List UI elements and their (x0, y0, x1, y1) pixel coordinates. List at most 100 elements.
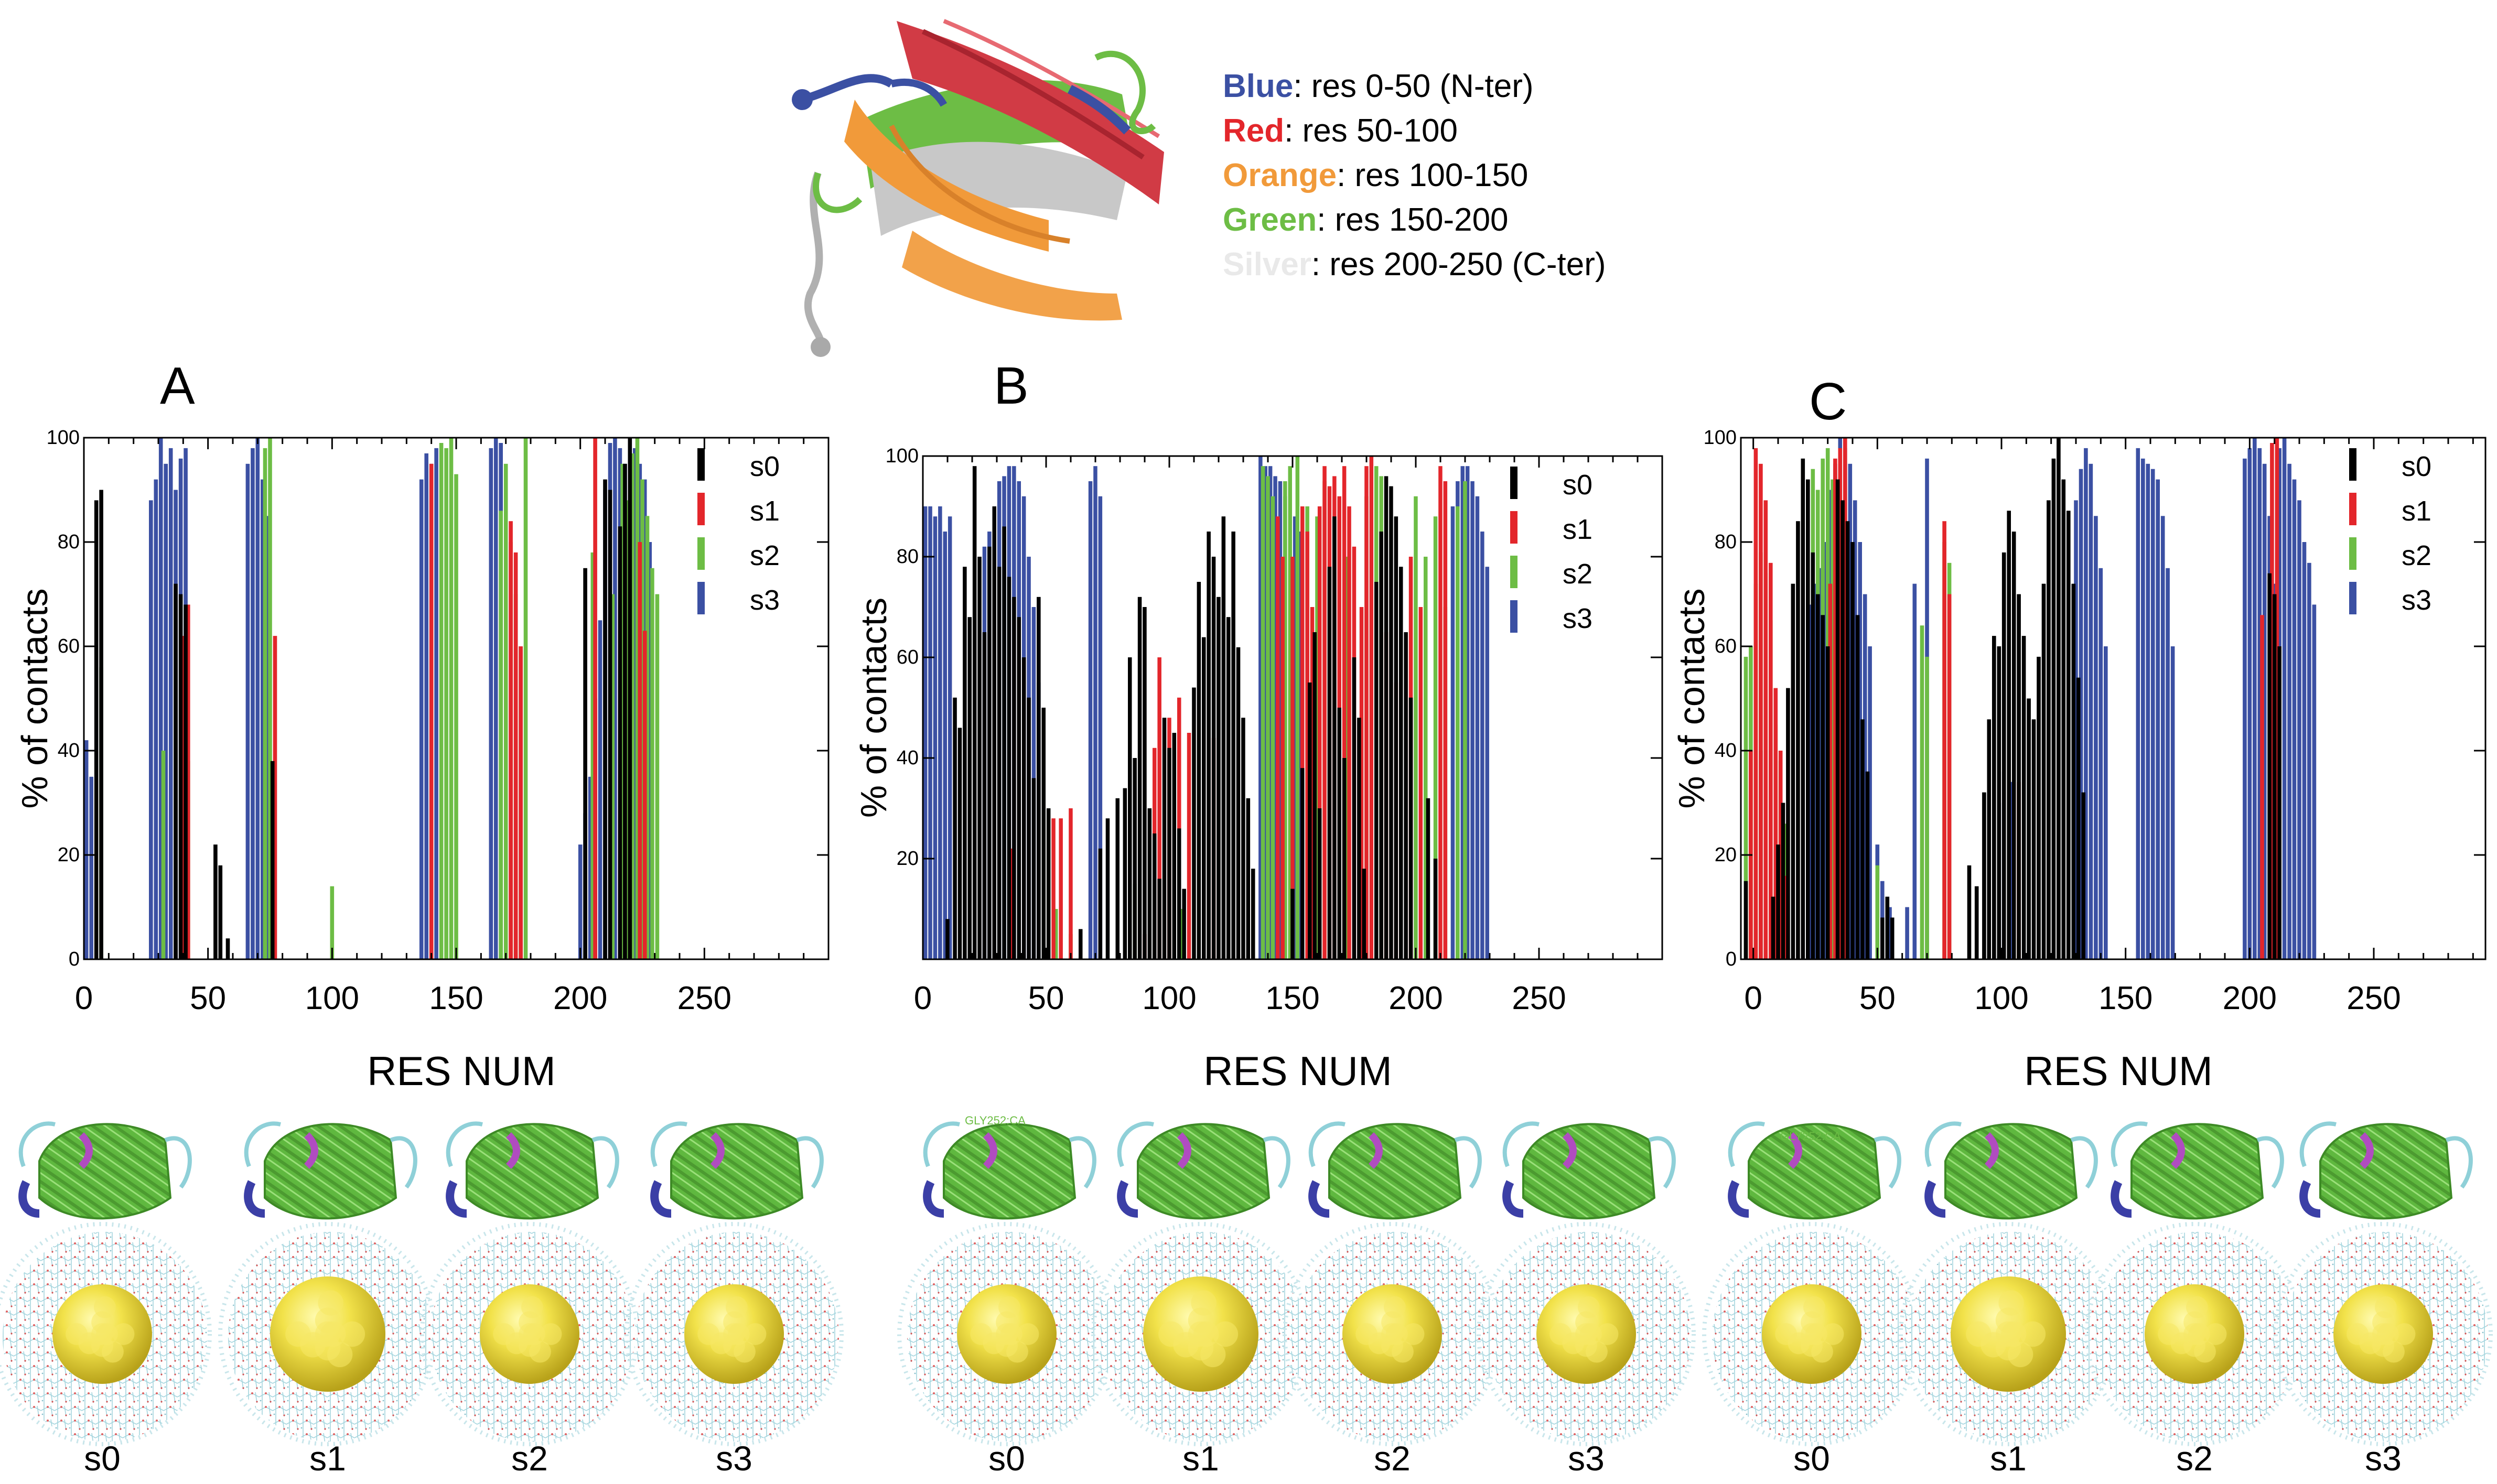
helix-magenta (2170, 1132, 2185, 1169)
micelle-bead (2158, 1323, 2180, 1345)
x-tick-label: 150 (2098, 980, 2152, 1016)
legend-swatch-s3 (697, 582, 705, 614)
bar-s0 (1845, 521, 1850, 959)
bar-s3 (588, 776, 593, 960)
y-tick-label: 40 (897, 747, 919, 769)
bar-s2 (620, 463, 625, 960)
snapshot-label: s2 (511, 1439, 548, 1478)
bar-s1 (1157, 657, 1161, 959)
bar-s3 (2089, 463, 2093, 960)
bar-s0 (1404, 632, 1408, 959)
key-word-green: Green (1223, 202, 1317, 238)
bar-s0 (1079, 929, 1083, 959)
x-tick-label: 200 (553, 980, 607, 1016)
bar-s2 (439, 443, 444, 959)
bar-s3 (434, 448, 438, 959)
bar-s2 (655, 594, 660, 959)
bar-s1 (1947, 594, 1952, 959)
bar-s1 (1290, 557, 1295, 959)
bar-s0 (1128, 657, 1132, 959)
bar-s3 (2170, 646, 2175, 959)
lipid-headgroups (1477, 1222, 1696, 1446)
bar-s1 (1769, 562, 1773, 959)
bar-s1 (1364, 466, 1369, 959)
bar-s1 (1828, 583, 1833, 959)
bar-s0 (1860, 719, 1865, 959)
bar-s3 (2253, 438, 2257, 959)
bar-s3 (1088, 481, 1093, 959)
key-row-red: Red: res 50-100 (1223, 113, 1458, 149)
snapshot-label: s1 (1182, 1439, 1219, 1478)
bar-s0 (2081, 792, 2085, 959)
bar-s3 (1480, 532, 1484, 959)
series-legend: s0 s1 s2 s3 (697, 448, 780, 616)
beta-sheet (38, 1123, 172, 1220)
beta-sheet (264, 1123, 397, 1220)
color-key-legend: Blue: res 0-50 (N-ter) Red: res 50-100 O… (1223, 68, 1606, 283)
bar-s0 (1352, 657, 1357, 959)
x-axis-title: RES NUM (1203, 1048, 1392, 1094)
bar-s0 (945, 919, 950, 959)
bar-s0 (1157, 879, 1161, 959)
bar-s3 (1465, 466, 1470, 959)
simulation-snapshots: s0 s1 s2 s3 s0 s1 s2 s3 s0 s1 s2 s3 GLY252:CA GLY252:… (0, 1114, 2493, 1478)
bar-s0 (1226, 617, 1231, 959)
micelle-bead (2204, 1323, 2227, 1345)
bar-s1 (519, 646, 523, 959)
bar-s1 (513, 552, 518, 959)
bar-s1 (1069, 808, 1073, 959)
protein-barrel (1728, 1121, 1901, 1220)
key-row-blue: Blue: res 0-50 (N-ter) (1223, 68, 1534, 104)
loop (164, 1136, 192, 1189)
y-axis-title: % of contacts (14, 588, 55, 808)
y-tick-label: 100 (886, 445, 919, 467)
bar-s3 (2104, 646, 2108, 959)
bar-s3 (1258, 456, 1263, 959)
snapshot-label: s0 (84, 1439, 121, 1478)
bar-s1 (1347, 506, 1351, 959)
helix-magenta (1177, 1132, 1191, 1169)
bar-s3 (158, 438, 163, 959)
x-tick-label: 100 (305, 980, 359, 1016)
micelle-bead (970, 1323, 992, 1345)
loop (650, 1121, 687, 1167)
key-word-blue: Blue (1223, 68, 1293, 104)
bar-s3 (2292, 479, 2297, 959)
bar-s3 (1818, 568, 1823, 960)
bar-s0 (1241, 718, 1245, 959)
legend-label-s3: s3 (2402, 584, 2431, 616)
bar-s0 (1384, 476, 1389, 959)
bar-s3 (1858, 542, 1862, 959)
snapshot-label: s2 (2176, 1439, 2213, 1478)
bar-s2 (1456, 506, 1460, 959)
bar-s0 (1251, 869, 1255, 959)
beta-sheet (466, 1123, 599, 1220)
snapshot-render: s2 (1283, 1121, 1502, 1478)
micelle-bead (1577, 1296, 1600, 1318)
key-range-red: : res 50-100 (1284, 113, 1458, 149)
bar-s0 (957, 728, 962, 959)
bar-s0 (1806, 479, 1810, 959)
y-tick-label: 0 (69, 948, 80, 970)
legend-swatch-s1 (2349, 493, 2356, 525)
y-tick-label: 20 (1715, 844, 1737, 866)
bar-s2 (1271, 496, 1275, 959)
legend-label-s1: s1 (750, 495, 780, 527)
bar-s1 (2260, 615, 2264, 959)
series-s3-bars (84, 438, 652, 960)
bar-s3 (164, 463, 168, 960)
loop (2445, 1136, 2473, 1189)
bar-s1 (1317, 506, 1322, 959)
bar-s3 (2247, 448, 2252, 959)
bar-s3 (2243, 458, 2247, 959)
bar-s3 (1888, 907, 1892, 959)
bar-s0 (1337, 708, 1341, 959)
y-tick-label: 40 (58, 740, 80, 762)
bar-s3 (1848, 463, 1853, 960)
micelle-bead (1212, 1321, 1239, 1347)
protein-barrel (1502, 1121, 1676, 1220)
legend-swatch-s2 (2349, 537, 2356, 570)
bar-s3 (2079, 469, 2083, 959)
bar-s0 (178, 594, 183, 959)
series-s0-bars (1743, 438, 2281, 960)
